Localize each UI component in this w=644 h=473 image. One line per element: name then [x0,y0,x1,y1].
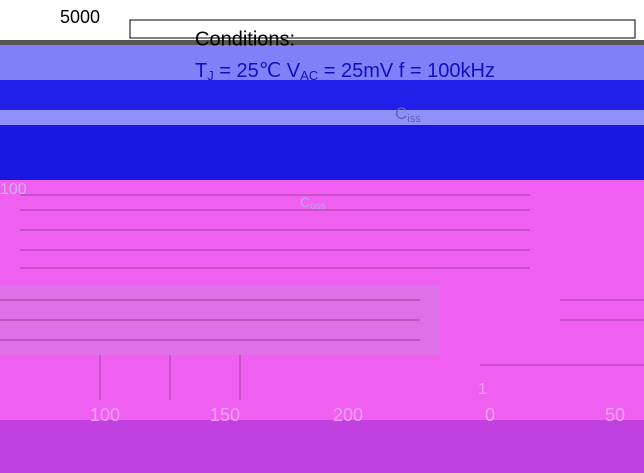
x-tick-labels: 100 150 200 0 50 [90,405,625,425]
glitch-band [0,420,644,473]
x-tick-label: 50 [605,405,625,425]
conditions-title: Conditions: [195,28,295,50]
glitch-band [0,125,644,180]
glitch-band [0,110,644,125]
grid-glitch [0,194,644,400]
plot-frame [129,19,636,39]
y-tick-label: 100 [0,181,27,198]
curve-label: Ciss [395,104,421,124]
x-tick-label: 150 [210,405,240,425]
conditions-line: TJ = 25℃ VAC = 25mV f = 100kHz [195,60,495,83]
glitch-band [0,80,644,110]
glitch-bar [0,40,644,45]
x-tick-label: 100 [90,405,120,425]
x-tick-label: 0 [485,405,495,425]
y-tick-label: 5000 [60,7,100,27]
y-tick-label: 1 [478,381,487,398]
glitch-band [0,45,644,80]
x-tick-label: 200 [333,405,363,425]
curve-label: Coss [300,194,326,212]
